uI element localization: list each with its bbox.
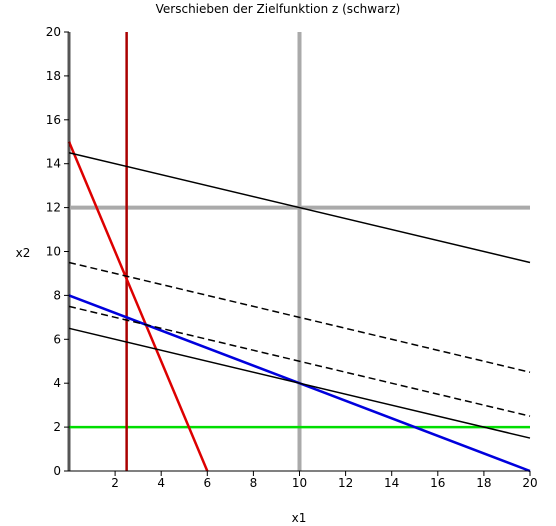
x-tick-label-20: 20 [522,476,537,490]
chart-title: Verschieben der Zielfunktion z (schwarz) [156,2,401,16]
x-tick-label-4: 4 [157,476,165,490]
x-axis-label: x1 [292,511,307,525]
series-line-5 [67,141,209,472]
x-tick-label-18: 18 [476,476,491,490]
x-tick-label-2: 2 [111,476,119,490]
x-tick-label-12: 12 [338,476,353,490]
series-line-8 [68,261,531,373]
x-tick-label-16: 16 [430,476,445,490]
series-line-10 [68,327,531,439]
y-tick-label-18: 18 [46,69,61,83]
y-tick-label-14: 14 [46,157,61,171]
y-tick-label-20: 20 [46,25,61,39]
x-tick-label-10: 10 [292,476,307,490]
y-tick-label-12: 12 [46,201,61,215]
x-tick-label-14: 14 [384,476,399,490]
series-layer [67,32,531,473]
y-tick-label-16: 16 [46,113,61,127]
y-tick-label-8: 8 [53,288,61,302]
y-tick-label-2: 2 [53,420,61,434]
y-axis-label: x2 [16,246,31,260]
y-tick-label-10: 10 [46,245,61,259]
series-line-9 [68,305,531,417]
series-line-7 [68,151,531,264]
x-tick-label-8: 8 [250,476,258,490]
axes-layer: 2 4 6 8 10 12 14 16 18 20 0 2 4 6 8 10 12 14 16 18 20 [46,25,538,490]
y-tick-label-0: 0 [53,464,61,478]
y-tick-label-6: 6 [53,332,61,346]
x-tick-label-6: 6 [203,476,211,490]
y-tick-label-4: 4 [53,376,61,390]
